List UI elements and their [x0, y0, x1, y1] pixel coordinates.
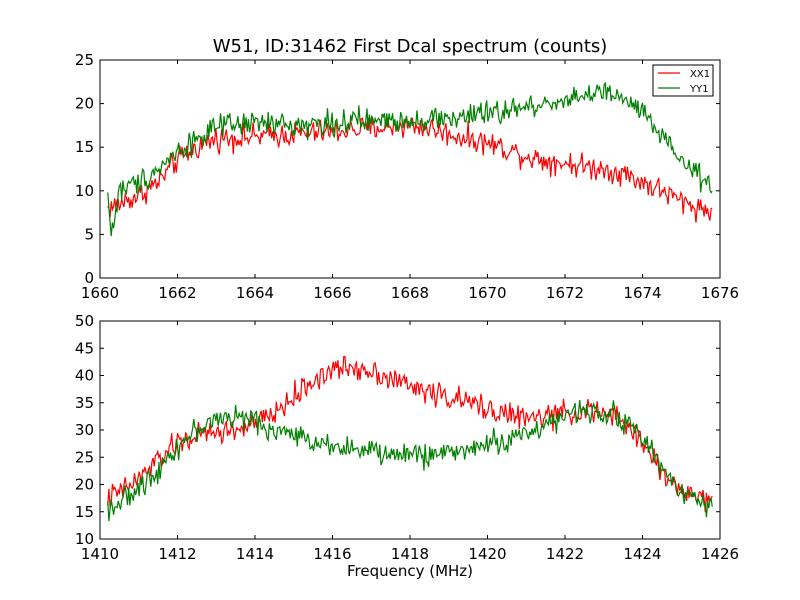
bottom-y-tick-label: 35	[75, 394, 94, 412]
bottom-x-tick-label: 1414	[236, 545, 274, 563]
bottom-axis-ticks: 1410 1412 1414 1416 1418 1420 1422 1424 1426 10 15…	[75, 312, 739, 563]
bottom-x-tick-label: 1410	[81, 545, 119, 563]
bottom-series-red-line	[107, 355, 713, 513]
top-x-tick-label: 1660	[81, 284, 119, 302]
bottom-x-tick-label: 1422	[546, 545, 584, 563]
top-x-tick-label: 1674	[623, 284, 661, 302]
bottom-x-tick-label: 1416	[313, 545, 351, 563]
bottom-x-tick-label: 1412	[158, 545, 196, 563]
bottom-series-green-line	[107, 400, 713, 521]
top-x-tick-label: 1668	[391, 284, 429, 302]
top-y-tick-label: 25	[75, 51, 94, 69]
legend-label-yy1: YY1	[689, 84, 709, 95]
bottom-y-tick-label: 45	[75, 339, 94, 357]
chart-title: W51, ID:31462 First Dcal spectrum (count…	[213, 36, 608, 57]
bottom-series-group	[107, 355, 713, 521]
bottom-x-tick-label: 1424	[623, 545, 661, 563]
top-y-tick-label: 20	[75, 95, 94, 113]
top-x-tick-label: 1664	[236, 284, 274, 302]
top-y-tick-label: 10	[75, 182, 94, 200]
bottom-y-tick-label: 20	[75, 476, 94, 494]
top-x-tick-label: 1670	[468, 284, 506, 302]
legend: XX1 YY1	[652, 64, 714, 97]
top-panel: W51, ID:31462 First Dcal spectrum (count…	[75, 36, 739, 302]
top-y-tick-label: 0	[84, 269, 94, 287]
top-series-yy1-line	[107, 81, 713, 237]
top-series-group	[107, 81, 713, 237]
bottom-x-tick-label: 1426	[701, 545, 739, 563]
bottom-y-tick-label: 50	[75, 312, 94, 330]
top-x-tick-label: 1672	[546, 284, 584, 302]
top-x-tick-label: 1676	[701, 284, 739, 302]
top-x-tick-label: 1666	[313, 284, 351, 302]
x-axis-label: Frequency (MHz)	[347, 562, 473, 580]
bottom-y-tick-label: 30	[75, 421, 94, 439]
bottom-y-tick-label: 15	[75, 503, 94, 521]
bottom-panel: 1410 1412 1414 1416 1418 1420 1422 1424 1426 10 15…	[75, 312, 739, 580]
top-y-tick-label: 15	[75, 138, 94, 156]
bottom-y-tick-label: 10	[75, 530, 94, 548]
bottom-y-tick-label: 25	[75, 448, 94, 466]
legend-box	[652, 64, 714, 97]
top-axis-ticks: 1660 1662 1664 1666 1668 1670 1672 1674 1676 0 5 10…	[75, 51, 739, 302]
bottom-x-tick-label: 1420	[468, 545, 506, 563]
bottom-y-tick-label: 40	[75, 367, 94, 385]
legend-label-xx1: XX1	[690, 69, 710, 80]
bottom-x-tick-label: 1418	[391, 545, 429, 563]
top-x-tick-label: 1662	[158, 284, 196, 302]
top-y-tick-label: 5	[84, 225, 94, 243]
